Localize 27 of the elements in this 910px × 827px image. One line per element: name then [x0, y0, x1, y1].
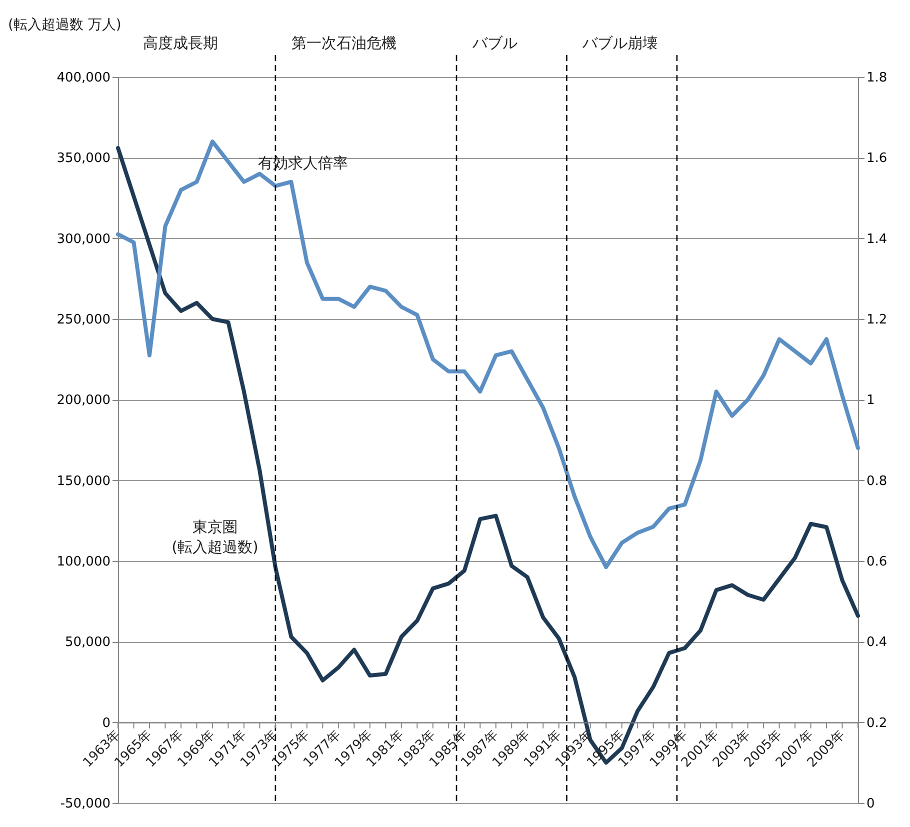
- y-tick-label: 100,000: [56, 554, 110, 570]
- y-tick-label: 50,000: [65, 635, 110, 650]
- y2-tick-label: 0.4: [866, 635, 888, 650]
- ref-line-label: 第一次石油危機: [291, 34, 396, 52]
- y2-tick-label: 1.2: [866, 312, 888, 328]
- series-label: 東京圏 (転入超過数): [172, 518, 258, 556]
- y2-tick-label: 1.6: [866, 151, 888, 166]
- ref-line-label: バブル: [472, 34, 518, 52]
- y-tick-label: 150,000: [56, 474, 110, 489]
- y-tick-label: 250,000: [56, 312, 110, 328]
- ref-line-label: バブル崩壊: [582, 34, 658, 52]
- y-tick-label: 400,000: [56, 70, 110, 86]
- y2-tick-label: 0.2: [866, 716, 888, 731]
- y-tick-label: 350,000: [56, 151, 110, 166]
- y-tick-label: 0: [102, 716, 110, 731]
- y2-tick-label: 0: [866, 796, 875, 812]
- text: 高度成長期: [143, 34, 218, 52]
- y2-tick-label: 0.8: [866, 474, 888, 489]
- y-axis-title: (転入超過数 万人): [8, 17, 122, 33]
- y-tick-label: 300,000: [56, 232, 110, 247]
- y-tick-label: -50,000: [60, 796, 110, 812]
- y2-tick-label: 1: [866, 393, 875, 408]
- line-series: [116, 140, 860, 570]
- y2-tick-label: 1.8: [866, 70, 888, 86]
- y2-tick-label: 1.4: [866, 232, 888, 247]
- y2-tick-label: 0.6: [866, 554, 888, 570]
- y-tick-label: 200,000: [56, 393, 110, 408]
